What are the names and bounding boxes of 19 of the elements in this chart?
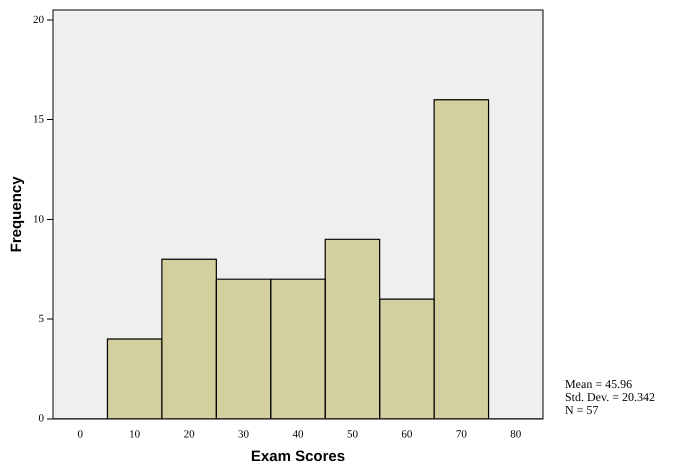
x-tick-label: 50 (346, 428, 358, 440)
x-tick-label: 0 (77, 428, 84, 440)
x-tick-label: 40 (292, 428, 304, 440)
text: N = 57 (565, 402, 598, 417)
x-axis-title: Exam Scores (250, 448, 346, 466)
y-tick-label: 5 (38, 312, 44, 325)
y-tick-label: 10 (33, 213, 44, 226)
x-tick-label: 30 (238, 428, 250, 440)
x-tick-label: 80 (510, 428, 522, 440)
x-tick-label: 20 (184, 428, 196, 440)
text: Std. Dev. = 20.342 (565, 390, 655, 404)
y-axis-title: Frequency (8, 176, 26, 252)
y-tick-label: 0 (38, 412, 44, 425)
x-tick-label: 10 (129, 428, 141, 440)
x-tick-label: 70 (456, 428, 468, 440)
x-tick-label: 60 (401, 428, 413, 440)
y-tick-label: 15 (33, 114, 44, 126)
y-tick-label: 20 (33, 14, 44, 26)
text: Mean = 45.96 (565, 376, 632, 391)
